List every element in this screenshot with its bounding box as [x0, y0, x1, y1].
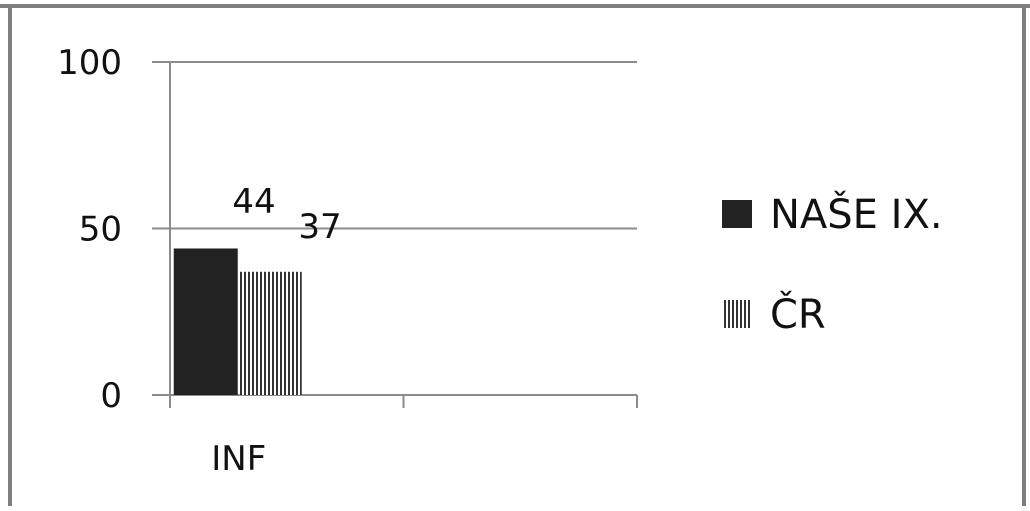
legend-label: ČR — [770, 290, 826, 338]
y-tick-label: 50 — [79, 210, 122, 250]
legend: NAŠE IX. ČR — [722, 190, 943, 338]
legend-swatch — [722, 200, 752, 228]
bar — [239, 271, 302, 395]
data-label: 44 — [232, 182, 275, 222]
y-tick-label: 100 — [57, 43, 122, 83]
legend-label: NAŠE IX. — [770, 190, 943, 238]
data-label: 37 — [298, 207, 341, 247]
bar — [173, 248, 238, 395]
plot-area: 0 50 100 INF 44 37 — [57, 43, 638, 479]
x-category-label: INF — [211, 439, 266, 479]
y-tick-label: 0 — [100, 376, 122, 416]
legend-swatch — [722, 300, 752, 328]
